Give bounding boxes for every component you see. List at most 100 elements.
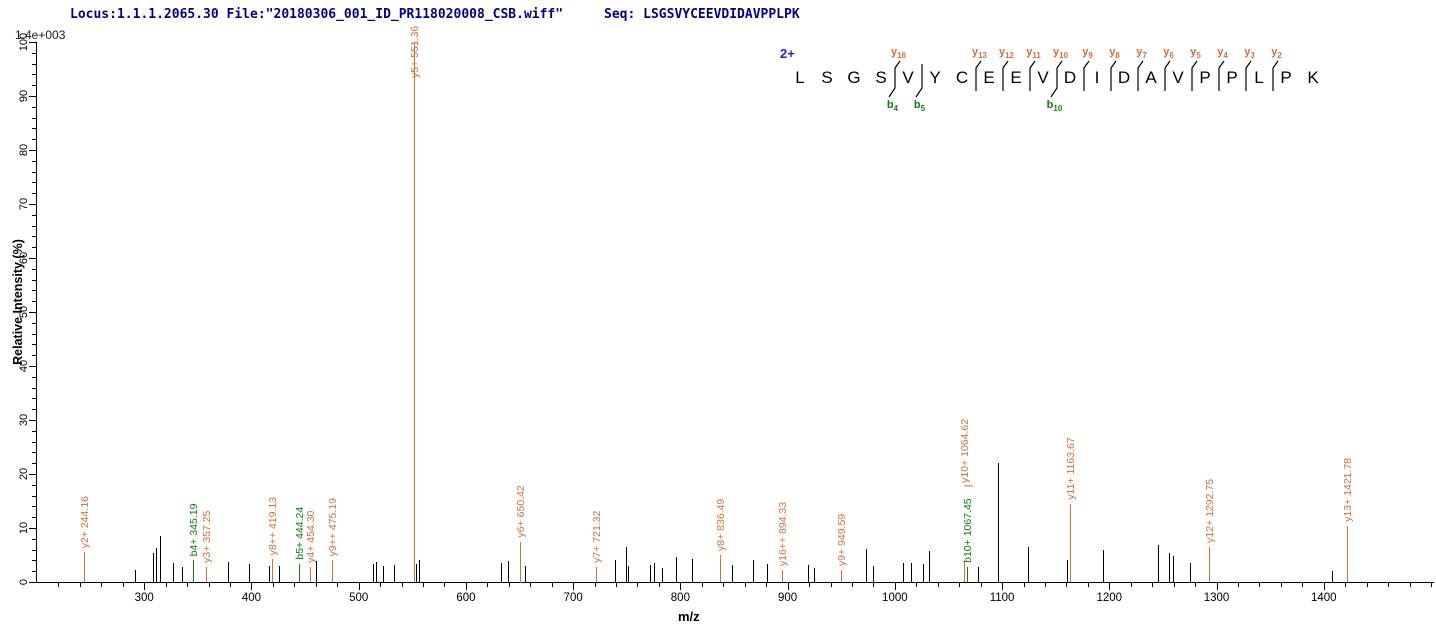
- y-axis-tick: [32, 517, 36, 518]
- spectrum-peak: [692, 559, 693, 582]
- spectrum-peak: [662, 568, 663, 582]
- x-axis-tick: [1281, 583, 1282, 587]
- y-ion-label: y6: [1163, 46, 1174, 61]
- y-axis-tick: [29, 528, 36, 529]
- y-axis-tick: [29, 204, 36, 205]
- residue-letter: A: [1145, 68, 1157, 87]
- x-axis-tick: [101, 583, 102, 587]
- spectrum-peak: [753, 560, 754, 582]
- y-axis-tick: [32, 355, 36, 356]
- x-axis-tick: [895, 583, 896, 590]
- residue-letter: V: [1037, 68, 1049, 87]
- y-axis-tick: [29, 150, 36, 151]
- sequence-header-label: Seq: LSGSVYCEEVDIDAVPPLPK: [604, 7, 800, 22]
- y-axis-tick: [32, 388, 36, 389]
- x-axis-tick: [1174, 583, 1175, 587]
- spectrum-peak: [269, 566, 270, 582]
- x-axis-tick: [1066, 583, 1067, 587]
- assigned-peak: [310, 567, 311, 582]
- spectrum-peak: [1173, 556, 1174, 582]
- spectrum-peak: [182, 567, 183, 582]
- spectrum-peak: [156, 548, 157, 582]
- x-axis-tick: [509, 583, 510, 587]
- assigned-peak: [193, 560, 194, 582]
- y-ion-label: y13: [971, 46, 988, 61]
- x-axis-tick: [380, 583, 381, 587]
- y-axis-tick: [32, 334, 36, 335]
- x-axis-tick: [359, 583, 360, 590]
- x-axis-tick: [337, 583, 338, 587]
- y-axis-tick: [32, 323, 36, 324]
- assigned-peak: [206, 567, 207, 582]
- spectrum-peak: [1332, 571, 1333, 582]
- x-axis-tick: [1131, 583, 1132, 587]
- y-axis-tick: [32, 193, 36, 194]
- x-axis-tick: [80, 583, 81, 587]
- spectrum-peak: [615, 560, 616, 582]
- y-axis-tick: [32, 128, 36, 129]
- x-axis-tick: [659, 583, 660, 587]
- x-axis-tick: [123, 583, 124, 587]
- y-axis-tick: [32, 85, 36, 86]
- x-axis-tick: [230, 583, 231, 587]
- y-axis-tick: [32, 496, 36, 497]
- y-axis-tick: [29, 258, 36, 259]
- fragment-cleavage-mark: [1028, 60, 1035, 91]
- spectrum-peak: [394, 565, 395, 582]
- y-axis-tick: [32, 269, 36, 270]
- x-axis-tick: [1431, 583, 1432, 587]
- residue-letter: V: [1172, 68, 1184, 87]
- x-axis-tick: [873, 583, 874, 587]
- y-axis-tick: [29, 474, 36, 475]
- spectrum-peak: [376, 562, 377, 582]
- b-ion-label: b10: [1046, 99, 1063, 114]
- residue-letter: S: [821, 68, 833, 87]
- spectrum-peak: [650, 565, 651, 582]
- y-ion-label: y8: [1109, 46, 1120, 61]
- spectrum-peak: [383, 566, 384, 582]
- y-axis-tick: [32, 139, 36, 140]
- x-axis-tick: [1367, 583, 1368, 587]
- y-axis-tick: [32, 161, 36, 162]
- residue-letter: S: [875, 68, 887, 87]
- x-axis-tick: [573, 583, 574, 590]
- residue-letter: L: [795, 68, 805, 87]
- y-axis-tick: [32, 236, 36, 237]
- x-axis-tick: [723, 583, 724, 587]
- residue-letter: L: [1254, 68, 1264, 87]
- assigned-peak: [299, 564, 300, 582]
- assigned-peak: [332, 560, 333, 582]
- fragment-cleavage-mark: [1109, 60, 1116, 91]
- y-axis-tick: [29, 42, 36, 43]
- y-ion-label: y9: [1082, 46, 1093, 61]
- spectrum-peak: [654, 563, 655, 582]
- x-axis-tick: [58, 583, 59, 587]
- residue-letter: G: [847, 68, 861, 87]
- y-axis-tick: [32, 560, 36, 561]
- y-ion-label: y11: [1026, 46, 1041, 61]
- x-axis-tick: [1410, 583, 1411, 587]
- y-axis-tick: [32, 64, 36, 65]
- x-axis-tick: [809, 583, 810, 587]
- x-axis-tick: [316, 583, 317, 587]
- spectrum-peak: [153, 553, 154, 582]
- precursor-charge-label: 2+: [780, 46, 795, 61]
- spectrum-peak: [978, 567, 979, 582]
- y-axis-tick: [32, 463, 36, 464]
- spectrum-peak: [626, 547, 627, 582]
- y-ion-label: y12: [998, 46, 1015, 61]
- spectrum-peak: [416, 564, 417, 582]
- y-axis-tick: [29, 312, 36, 313]
- fragment-cleavage-mark: [1082, 60, 1089, 91]
- x-axis-tick: [423, 583, 424, 587]
- x-axis-tick: [1045, 583, 1046, 587]
- spectrum-peak: [1169, 553, 1170, 582]
- residue-letter: K: [1307, 68, 1319, 87]
- x-axis-tick: [1302, 583, 1303, 587]
- spectrum-peak: [419, 560, 420, 582]
- y-ion-label: y4: [1217, 46, 1228, 61]
- x-axis-tick: [1259, 583, 1260, 587]
- x-axis-tick: [209, 583, 210, 587]
- locus-file-label: Locus:1.1.1.2065.30 File:"20180306_001_I…: [70, 7, 564, 22]
- y-axis-tick: [32, 485, 36, 486]
